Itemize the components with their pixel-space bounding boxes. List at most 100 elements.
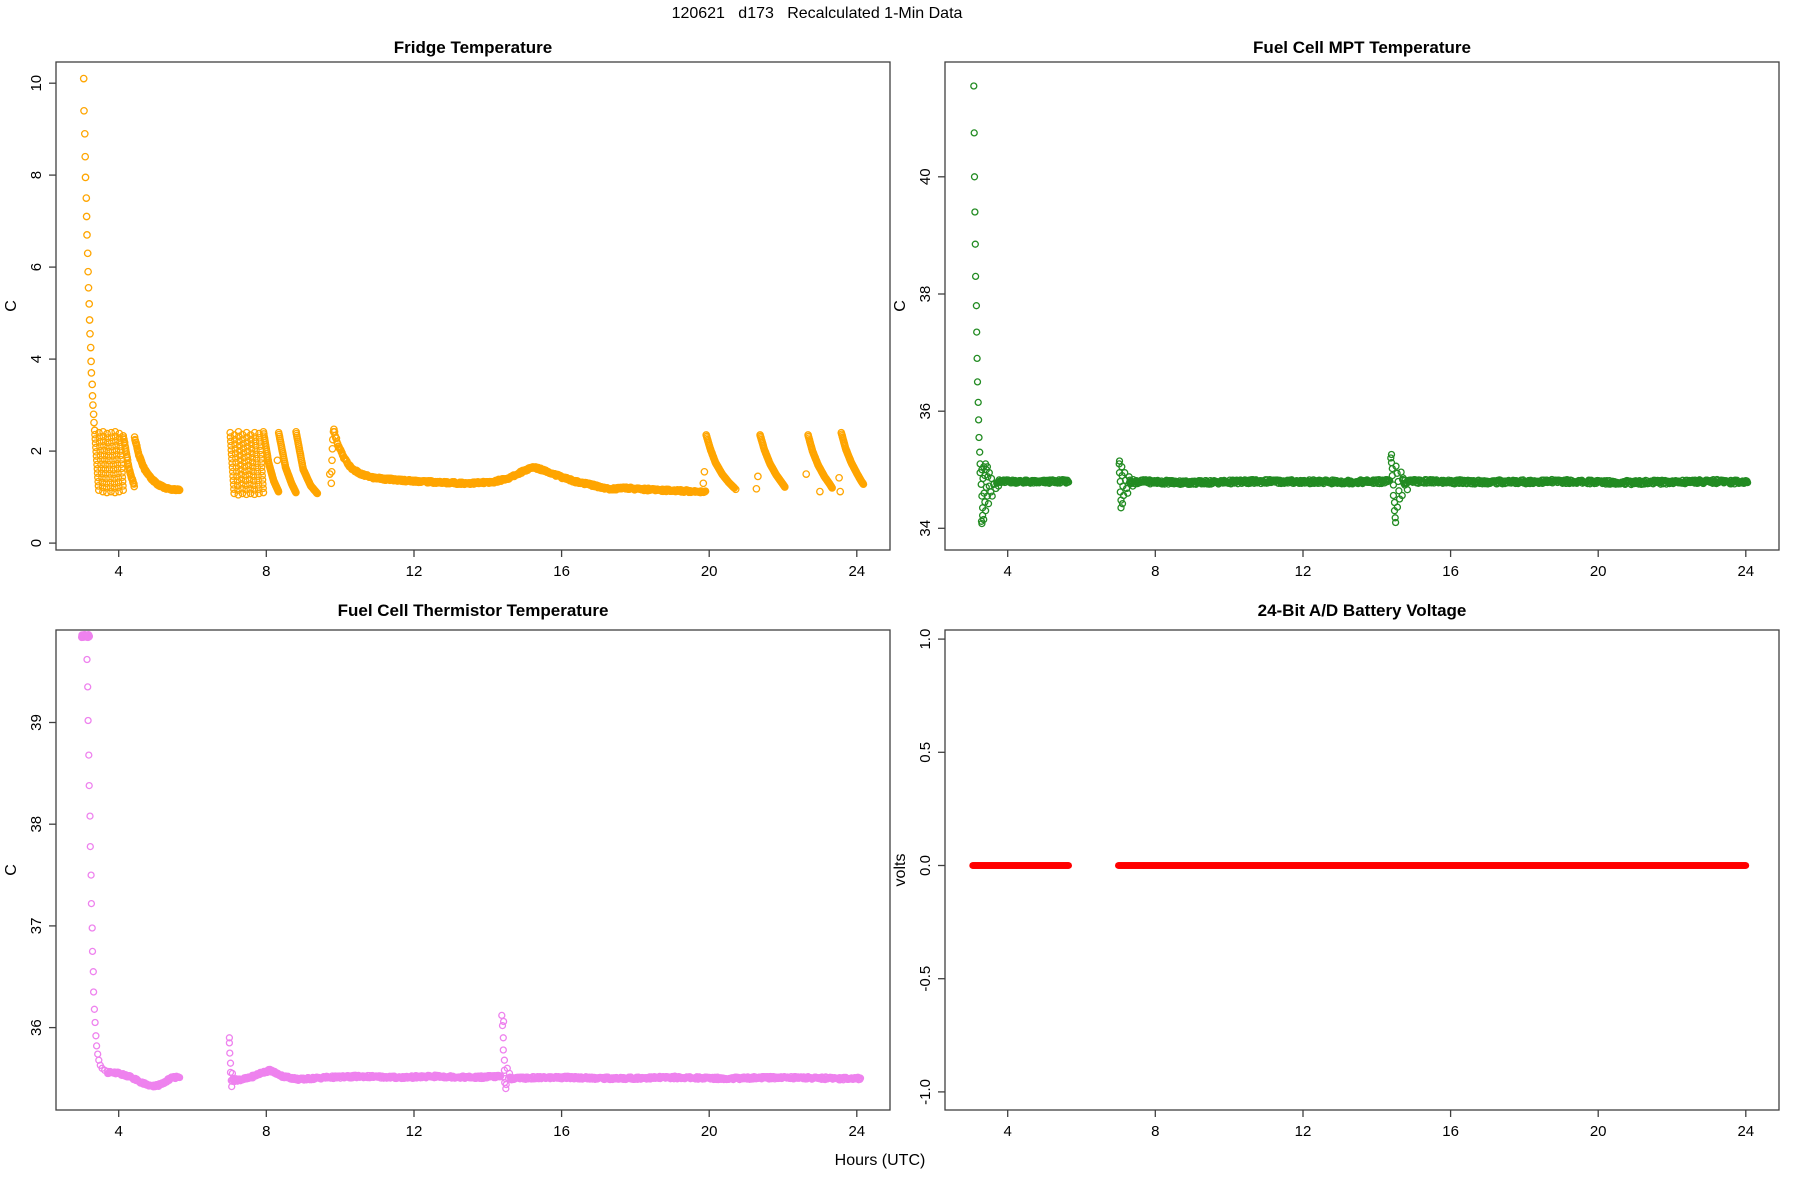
x-tick-label: 8 [262,563,270,580]
data-point [96,451,105,460]
data-point [228,459,237,467]
data-point [234,490,243,499]
x-tick-label: 24 [848,1123,865,1140]
data-point [249,472,258,480]
x-tick-label: 16 [553,1123,570,1140]
x-tick-label: 24 [1737,1123,1754,1140]
data-point [498,1021,507,1030]
data-point [88,392,97,400]
main-title: 120621 d173 Recalculated 1-Min Data [671,5,963,22]
data-point [700,467,709,476]
data-point [973,328,981,336]
data-point [101,465,110,474]
data-point [105,469,114,478]
y-tick-label: 10 [28,75,45,92]
data-point [1395,487,1403,495]
data-point [110,479,119,488]
data-point [84,716,92,725]
data-point [113,464,122,473]
x-tick-label: 16 [1442,563,1459,580]
data-point [90,418,98,427]
scatter-series-0 [79,74,98,427]
x-tick-label: 20 [701,563,718,580]
y-tick-label: 6 [28,263,45,271]
x-tick-label: 16 [1442,1123,1459,1140]
data-point [978,519,986,528]
data-point [94,473,102,482]
data-point [1065,862,1072,869]
data-point [86,329,94,338]
data-point [229,472,237,480]
data-point [1397,468,1405,476]
data-point [984,473,992,481]
scatter-series-0 [77,631,94,642]
data-point [253,463,261,472]
data-point [1393,503,1402,511]
data-point [987,474,996,483]
x-tick-label: 4 [115,1123,123,1140]
data-point [499,1017,508,1026]
data-point [80,106,88,115]
data-point [252,450,261,459]
data-point [93,469,102,477]
data-point [228,467,237,476]
data-point [111,427,120,436]
scatter-series-6 [1398,475,1752,489]
data-point [258,471,267,480]
scatter-series-8 [756,431,789,491]
y-tick-label: -1.0 [917,1079,934,1105]
x-tick-label: 4 [1004,1123,1012,1140]
y-tick-label: 37 [28,918,45,935]
scatter-series-2 [104,1067,184,1091]
y-tick-label: 2 [28,447,45,455]
data-point [835,473,843,482]
data-point [103,438,112,447]
data-point [973,378,982,386]
data-point [971,272,980,281]
data-point [114,469,122,478]
data-point [106,478,115,487]
data-point [259,488,268,497]
data-point [95,433,104,442]
y-tick-label: 34 [917,520,934,537]
y-tick-label: 0 [28,539,45,547]
data-point [274,487,283,496]
data-point [119,486,128,495]
data-point [1387,454,1395,462]
data-point [228,454,236,463]
data-point [89,401,97,409]
data-point [175,1073,184,1082]
y-tick-label: 0.0 [917,855,934,876]
scatter-series-4 [228,1065,505,1086]
data-point [109,456,117,465]
data-point [250,490,259,499]
data-point [83,231,91,239]
data-point [970,129,978,137]
data-point [118,468,126,477]
data-point [82,194,91,202]
scatter-series-11 [273,456,845,496]
data-point [327,467,336,476]
data-point [117,464,126,473]
x-tick-label: 8 [1151,1123,1159,1140]
data-point [104,443,112,451]
data-point [1389,491,1398,500]
panel-title-fuel-cell-thermistor-temperature: Fuel Cell Thermistor Temperature [337,601,609,620]
data-point [255,438,264,446]
data-point [242,485,250,494]
data-point [241,481,250,489]
data-point [80,129,89,138]
scatter-series-7 [702,431,739,492]
data-point [107,438,116,446]
y-tick-label: -0.5 [917,966,934,992]
x-tick-label: 12 [406,563,423,580]
x-tick-label: 12 [406,1123,423,1140]
data-point [1121,469,1129,477]
data-point [731,485,740,494]
data-point [257,459,266,467]
x-tick-label: 16 [553,563,570,580]
data-point [1117,504,1125,512]
data-point [85,316,94,324]
data-point [325,470,334,478]
